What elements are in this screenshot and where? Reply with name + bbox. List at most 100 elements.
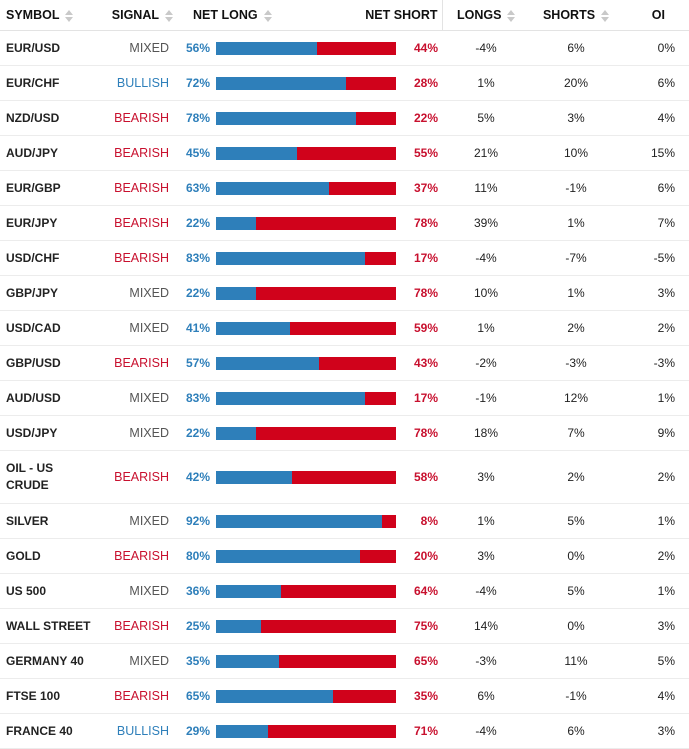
table-row[interactable]: USD/JPY MIXED 22% 78% 18% 7% 9% — [0, 415, 689, 451]
symbol-cell[interactable]: EUR/USD — [0, 30, 95, 66]
sentiment-bar-cell — [216, 345, 402, 381]
longs-change: 5% — [442, 100, 530, 136]
table-row[interactable]: NZD/USD BEARISH 78% 22% 5% 3% 4% — [0, 100, 689, 136]
table-row[interactable]: WALL STREET BEARISH 25% 75% 14% 0% 3% — [0, 608, 689, 644]
column-header-oi[interactable]: OI — [622, 0, 689, 31]
sentiment-bar — [216, 251, 396, 265]
table-row[interactable]: AUD/JPY BEARISH 45% 55% 21% 10% 15% — [0, 135, 689, 171]
net-long-percent: 29% — [177, 713, 216, 749]
table-row[interactable]: EUR/JPY BEARISH 22% 78% 39% 1% 7% — [0, 205, 689, 241]
table-row[interactable]: EUR/USD MIXED 56% 44% -4% 6% 0% — [0, 30, 689, 66]
sort-icon[interactable] — [601, 9, 610, 22]
long-bar-fill — [216, 321, 290, 335]
net-short-percent: 65% — [402, 643, 442, 679]
table-row[interactable]: GBP/USD BEARISH 57% 43% -2% -3% -3% — [0, 345, 689, 381]
sort-icon[interactable] — [507, 9, 516, 22]
symbol-cell[interactable]: GBP/USD — [0, 345, 95, 381]
sentiment-bar — [216, 216, 396, 230]
longs-change: 1% — [442, 503, 530, 539]
symbol-cell[interactable]: AUD/JPY — [0, 135, 95, 171]
sentiment-bar — [216, 146, 396, 160]
sentiment-bar — [216, 724, 396, 738]
symbol-cell[interactable]: EUR/CHF — [0, 65, 95, 101]
column-header-longs[interactable]: LONGS — [441, 0, 530, 31]
table-row[interactable]: FTSE 100 BEARISH 65% 35% 6% -1% 4% — [0, 678, 689, 714]
symbol-cell[interactable]: AUD/USD — [0, 380, 95, 416]
sentiment-bar-cell — [216, 310, 402, 346]
shorts-change: 3% — [530, 100, 622, 136]
long-bar-fill — [216, 724, 269, 738]
sentiment-bar — [216, 514, 396, 528]
net-long-percent: 80% — [177, 538, 216, 574]
symbol-cell[interactable]: USD/JPY — [0, 415, 95, 451]
table-row[interactable]: US 500 MIXED 36% 64% -4% 5% 1% — [0, 573, 689, 609]
column-header-signal[interactable]: SIGNAL — [95, 0, 177, 31]
symbol-cell[interactable]: USD/CAD — [0, 310, 95, 346]
symbol-cell[interactable]: US 500 — [0, 573, 95, 609]
net-long-percent: 22% — [177, 205, 216, 241]
table-row[interactable]: SILVER MIXED 92% 8% 1% 5% 1% — [0, 503, 689, 539]
symbol-cell[interactable]: FRANCE 40 — [0, 713, 95, 749]
table-row[interactable]: GOLD BEARISH 80% 20% 3% 0% 2% — [0, 538, 689, 574]
short-bar-fill — [318, 356, 396, 370]
table-row[interactable]: EUR/CHF BULLISH 72% 28% 1% 20% 6% — [0, 65, 689, 101]
long-bar-fill — [216, 216, 256, 230]
sentiment-bar — [216, 181, 396, 195]
symbol-cell[interactable]: GERMANY 40 — [0, 643, 95, 679]
table-row[interactable]: GERMANY 40 MIXED 35% 65% -3% 11% 5% — [0, 643, 689, 679]
sort-icon[interactable] — [263, 9, 272, 22]
table-row[interactable]: EUR/GBP BEARISH 63% 37% 11% -1% 6% — [0, 170, 689, 206]
sort-icon[interactable] — [65, 9, 74, 22]
shorts-change: 11% — [530, 643, 622, 679]
table-row[interactable]: USD/CHF BEARISH 83% 17% -4% -7% -5% — [0, 240, 689, 276]
longs-change: -4% — [442, 573, 530, 609]
symbol-cell[interactable]: EUR/JPY — [0, 205, 95, 241]
net-long-percent: 92% — [177, 503, 216, 539]
oi-change: 9% — [622, 415, 689, 451]
table-row[interactable]: GBP/JPY MIXED 22% 78% 10% 1% 3% — [0, 275, 689, 311]
signal-cell: MIXED — [95, 380, 177, 416]
long-bar-fill — [216, 111, 357, 125]
net-short-percent: 17% — [402, 380, 442, 416]
net-short-percent: 58% — [402, 450, 442, 504]
net-long-percent: 65% — [177, 678, 216, 714]
short-bar-fill — [329, 181, 396, 195]
shorts-change: 7% — [530, 415, 622, 451]
symbol-cell[interactable]: NZD/USD — [0, 100, 95, 136]
table-row[interactable]: OIL - US CRUDE BEARISH 42% 58% 3% 2% 2% — [0, 450, 689, 504]
symbol-cell[interactable]: WALL STREET — [0, 608, 95, 644]
longs-change: 1% — [442, 65, 530, 101]
short-bar-fill — [297, 146, 396, 160]
shorts-change: 12% — [530, 380, 622, 416]
longs-change: 6% — [442, 678, 530, 714]
column-header-net-long[interactable]: NET LONG — [177, 0, 402, 31]
net-short-percent: 44% — [402, 30, 442, 66]
net-long-percent: 63% — [177, 170, 216, 206]
column-header-symbol[interactable]: SYMBOL — [0, 0, 95, 31]
column-header-shorts[interactable]: SHORTS — [530, 0, 622, 31]
symbol-cell[interactable]: SILVER — [0, 503, 95, 539]
long-bar-fill — [216, 76, 346, 90]
table-row[interactable]: USD/CAD MIXED 41% 59% 1% 2% 2% — [0, 310, 689, 346]
signal-cell: BEARISH — [95, 538, 177, 574]
symbol-cell[interactable]: EUR/GBP — [0, 170, 95, 206]
oi-change: 3% — [622, 713, 689, 749]
symbol-cell[interactable]: USD/CHF — [0, 240, 95, 276]
short-bar-fill — [316, 41, 396, 55]
net-short-percent: 28% — [402, 65, 442, 101]
table-row[interactable]: FRANCE 40 BULLISH 29% 71% -4% 6% 3% — [0, 713, 689, 749]
net-short-percent: 78% — [402, 275, 442, 311]
oi-change: 1% — [622, 380, 689, 416]
symbol-cell[interactable]: OIL - US CRUDE — [0, 450, 95, 504]
symbol-cell[interactable]: GOLD — [0, 538, 95, 574]
header-label: SIGNAL — [111, 8, 159, 22]
sort-icon[interactable] — [165, 9, 173, 22]
table-row[interactable]: AUD/USD MIXED 83% 17% -1% 12% 1% — [0, 380, 689, 416]
net-long-percent: 83% — [177, 240, 216, 276]
short-bar-fill — [345, 76, 396, 90]
net-long-percent: 83% — [177, 380, 216, 416]
symbol-cell[interactable]: GBP/JPY — [0, 275, 95, 311]
column-header-net-short[interactable]: NET SHORT — [365, 0, 442, 31]
longs-change: 1% — [442, 310, 530, 346]
symbol-cell[interactable]: FTSE 100 — [0, 678, 95, 714]
